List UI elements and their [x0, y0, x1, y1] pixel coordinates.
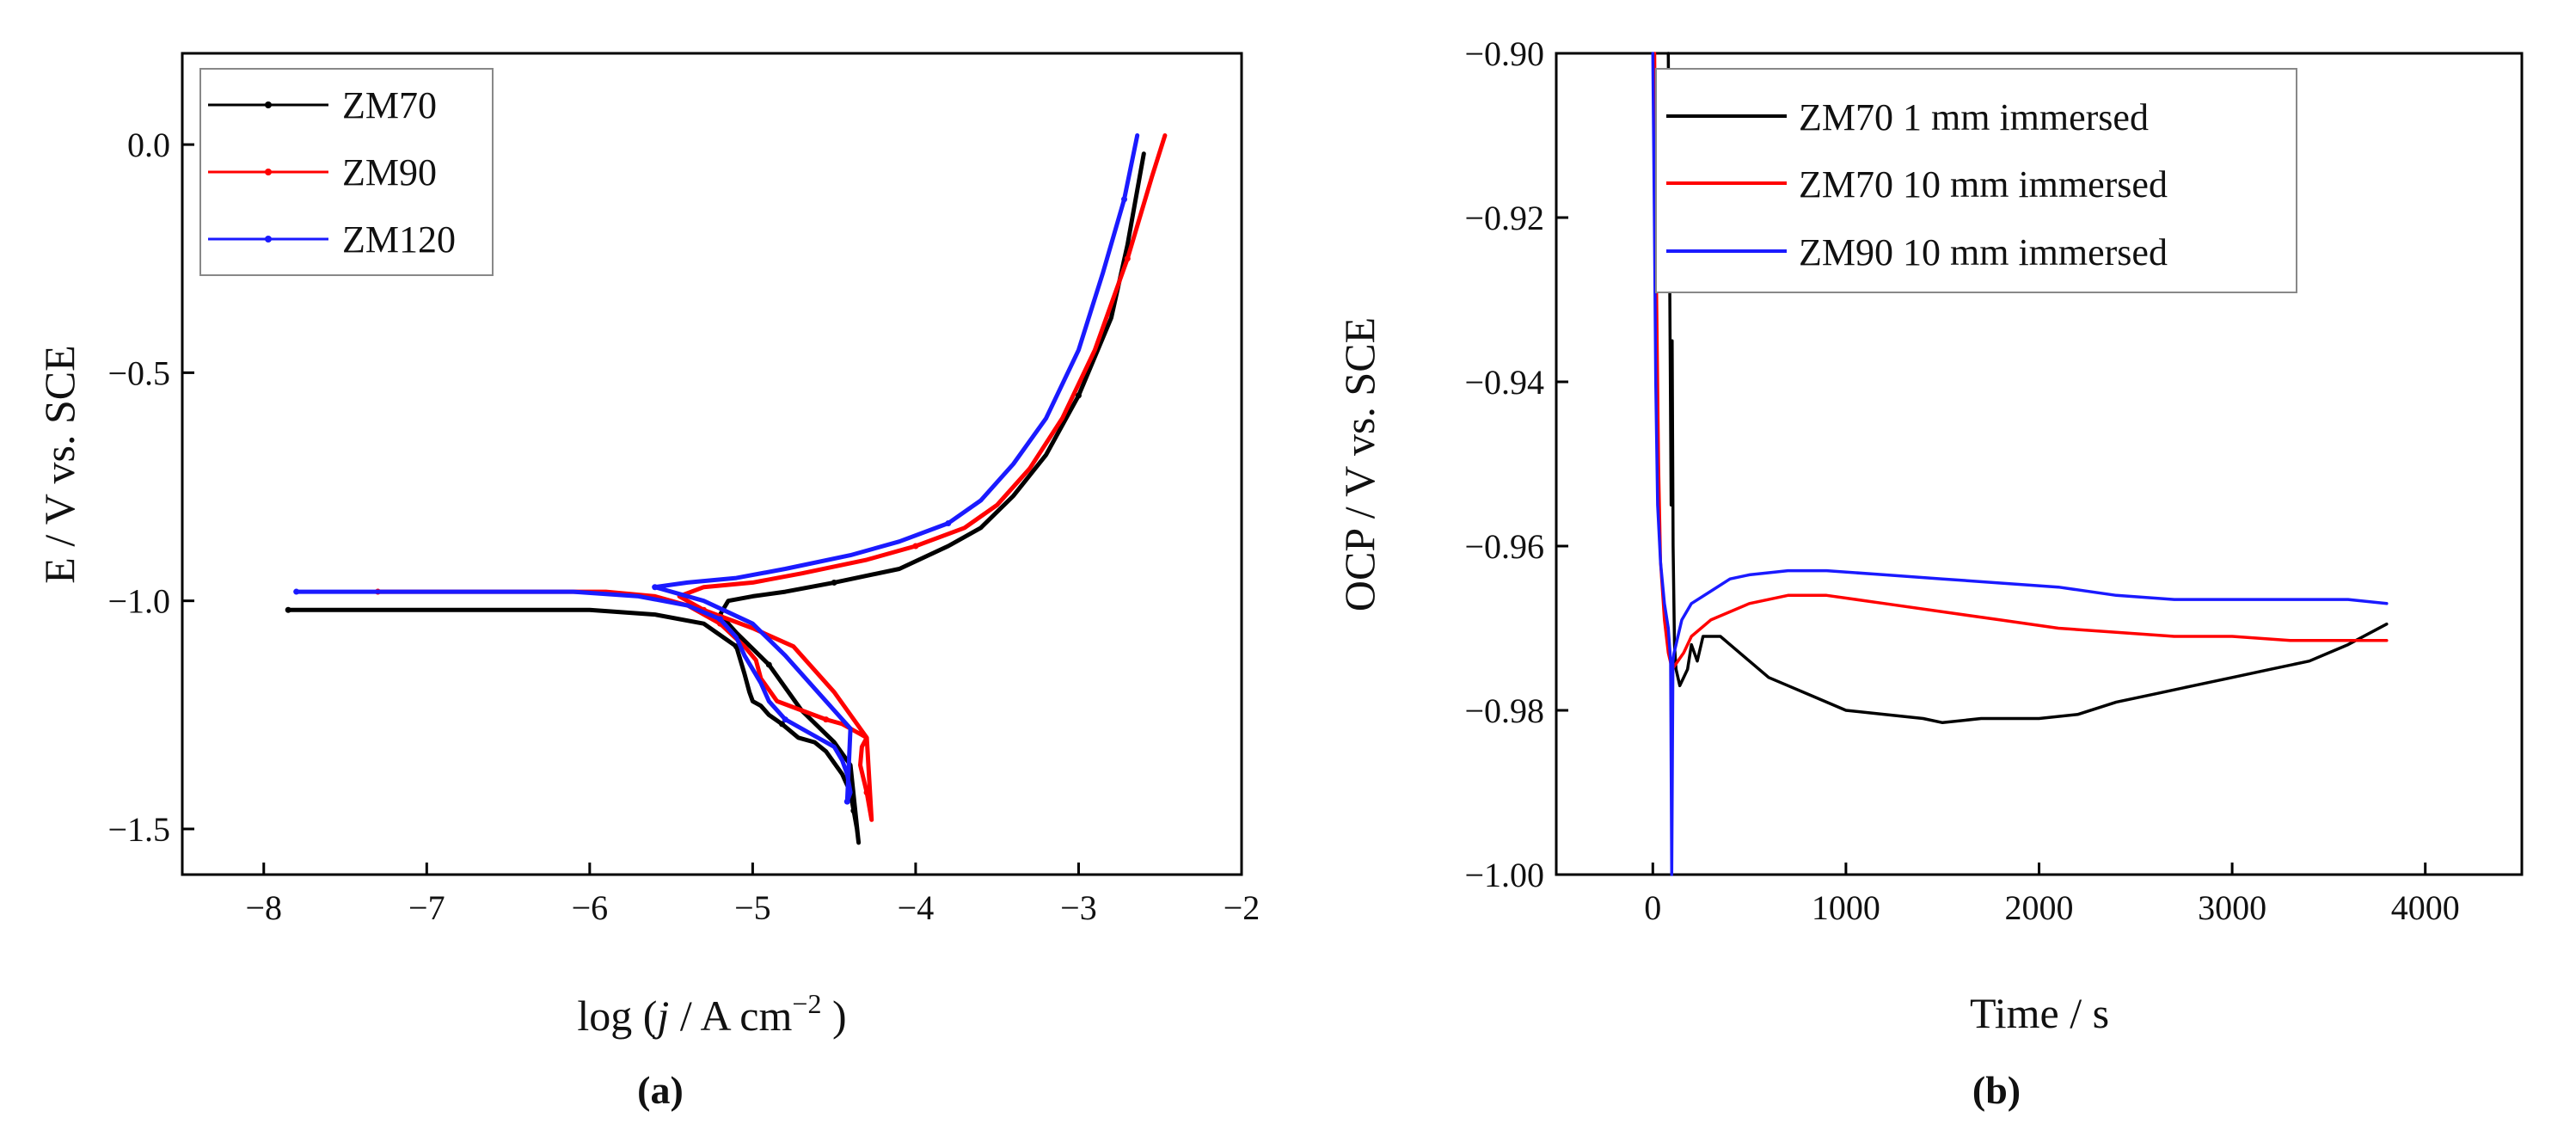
chart-b-legend-label-zm70-1mm: ZM70 1 mm immersed: [1799, 96, 2149, 138]
chart-a-y-tick-label: 0.0: [127, 126, 170, 164]
chart-b-x-tick-label: 3000: [2198, 888, 2266, 927]
chart-a-legend-marker-zm120: [265, 236, 272, 243]
chart-a-x-tick-label: −4: [898, 888, 935, 927]
chart-a-x-axis-label-prefix: log (: [577, 992, 657, 1040]
chart-a-y-tick-label: −0.5: [107, 353, 170, 392]
chart-a-x-tick-label: −7: [408, 888, 445, 927]
chart-a-point: [912, 543, 919, 550]
chart-b-y-tick-label: −0.98: [1464, 691, 1544, 730]
chart-a-point: [782, 716, 788, 723]
chart-b-x-tick-label: 0: [1644, 888, 1661, 927]
chart-a-point: [945, 519, 952, 526]
chart-b-legend-box: [1655, 68, 2297, 293]
chart-a-point: [1124, 255, 1131, 262]
chart-b-legend-entry-zm70-1mm: ZM70 1 mm immersed: [1666, 96, 2149, 138]
chart-b-y-ticks: −0.90 −0.92 −0.94 −0.96 −0.98 −1.00: [1464, 34, 1568, 894]
chart-a-point: [716, 616, 723, 623]
chart-b-series-zm90-10-mm-immersed: [1651, 52, 2389, 876]
chart-a-x-axis-label-suffix: ): [821, 992, 846, 1040]
chart-a-series: [285, 133, 1168, 845]
chart-b-y-axis-label: OCP / V vs. SCE: [1335, 317, 1383, 611]
chart-a-point: [823, 716, 830, 723]
chart-b-legend-entry-zm90-10mm: ZM90 10 mm immersed: [1666, 231, 2168, 273]
chart-a-legend-entry-zm120: ZM120: [208, 218, 456, 261]
chart-a-legend-label-zm70: ZM70: [342, 84, 437, 126]
chart-a-x-axis-label: log (j / A cm−2 ): [577, 988, 846, 1040]
chart-a-y-ticks: 0.0 −0.5 −1.0 −1.5: [107, 126, 194, 849]
chart-a-point: [863, 789, 870, 795]
chart-b-y-tick-label: −1.00: [1464, 856, 1544, 894]
chart-a-panel-label: (a): [637, 1068, 684, 1112]
chart-b: 0 1000 2000 3000 4000 −0.90−0.92−0.94−0.96−0…: [1335, 34, 2524, 1112]
chart-b-y-tick-label: −0.96: [1464, 527, 1544, 566]
chart-a-x-tick-label: −3: [1060, 888, 1097, 927]
chart-a-legend-marker-zm70: [265, 101, 272, 108]
chart-a-y-tick-label: −1.0: [107, 582, 170, 621]
chart-a-point: [1121, 196, 1128, 203]
chart-a-x-ticks: −8 −7 −6 −5 −4 −3 −2: [245, 863, 1260, 927]
chart-a-x-axis-label-unit: / A cm: [669, 992, 792, 1040]
chart-a-point: [1075, 392, 1082, 399]
chart-a-legend-label-zm90: ZM90: [342, 151, 437, 193]
chart-b-x-tick-label: 1000: [1812, 888, 1880, 927]
chart-b-legend: ZM70 1 mm immersed ZM70 10 mm immersed Z…: [1655, 68, 2297, 293]
chart-b-legend-entry-zm70-10mm: ZM70 10 mm immersed: [1666, 163, 2168, 206]
chart-b-series: [1651, 52, 2389, 876]
chart-a-point: [843, 798, 850, 805]
chart-a-x-tick-label: −2: [1224, 888, 1260, 927]
chart-a-legend-marker-zm90: [265, 169, 272, 175]
chart-b-y-tick-label: −0.92: [1464, 199, 1544, 237]
chart-b-x-axis-label: Time / s: [1970, 989, 2109, 1037]
chart-b-legend-label-zm70-10mm: ZM70 10 mm immersed: [1799, 163, 2168, 206]
chart-a-point: [285, 606, 291, 613]
chart-b-series-zm70-10-mm-immersed: [1653, 52, 2389, 671]
chart-b-x-ticks: 0 1000 2000 3000 4000: [1644, 863, 2460, 927]
chart-b-y-tick-label: −0.94: [1464, 363, 1544, 402]
chart-b-panel-label: (b): [1972, 1068, 2021, 1112]
chart-a-y-axis-label: E / V vs. SCE: [35, 345, 83, 583]
chart-a-point: [779, 721, 786, 728]
chart-a-x-axis-label-exponent: −2: [792, 988, 821, 1019]
chart-a-legend-label-zm120: ZM120: [342, 218, 456, 261]
chart-a-y-tick-label: −1.5: [107, 810, 170, 849]
chart-a-x-tick-label: −8: [245, 888, 282, 927]
chart-a-point: [293, 588, 300, 595]
chart-a: −8 −7 −6 −5 −4 −3 −2 0.0 −0.5 −1.0 −1.5 ZM70 ZM90…: [35, 52, 1260, 1112]
chart-a-legend-entry-zm70: ZM70: [208, 84, 437, 126]
chart-b-legend-label-zm90-10mm: ZM90 10 mm immersed: [1799, 231, 2168, 273]
chart-b-y-tick-label: −0.90: [1464, 34, 1544, 73]
chart-b-x-tick-label: 2000: [2005, 888, 2074, 927]
chart-a-x-tick-label: −6: [572, 888, 609, 927]
chart-a-series-zm70: [285, 151, 1146, 845]
chart-a-legend-entry-zm90: ZM90: [208, 151, 437, 193]
chart-a-series-zm120: [294, 133, 1140, 804]
chart-b-x-tick-label: 4000: [2391, 888, 2460, 927]
chart-b-series-zm70-1-mm-immersed: [1666, 52, 2389, 725]
chart-a-point: [765, 661, 772, 668]
chart-a-frame: [181, 52, 1243, 876]
chart-a-point: [850, 808, 857, 814]
chart-a-x-tick-label: −5: [734, 888, 771, 927]
chart-a-point: [652, 584, 659, 591]
chart-a-point: [831, 579, 837, 586]
chart-a-legend: ZM70 ZM90 ZM120: [199, 68, 494, 276]
